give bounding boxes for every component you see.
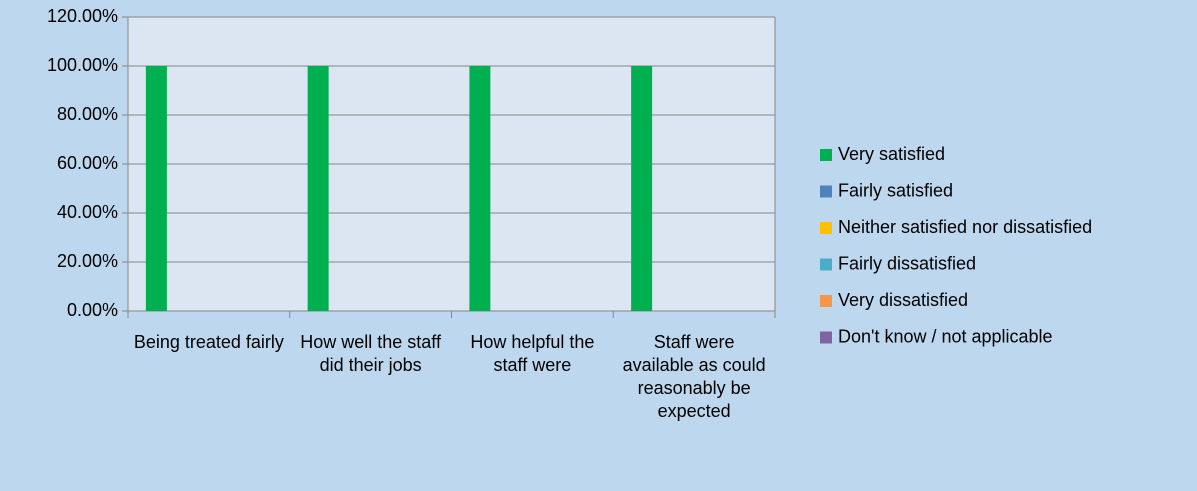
legend-swatch <box>820 222 832 234</box>
y-tick-label: 80.00% <box>57 104 118 124</box>
x-tick-label: How helpful the staff were <box>470 332 595 375</box>
y-tick-label: 20.00% <box>57 251 118 271</box>
legend-label: Fairly dissatisfied <box>838 253 976 273</box>
legend-swatch <box>820 258 832 271</box>
y-tick-label: 120.00% <box>47 6 118 26</box>
x-tick-label: Staff were available as could reasonably… <box>622 332 766 421</box>
y-tick-label: 0.00% <box>67 300 118 320</box>
legend-label: Neither satisfied nor dissatisfied <box>838 217 1092 237</box>
legend-label: Very dissatisfied <box>838 290 968 310</box>
legend-label: Don't know / not applicable <box>838 326 1053 346</box>
x-tick-label: How well the staff did their jobs <box>300 332 441 375</box>
y-tick-label: 100.00% <box>47 55 118 75</box>
legend-swatch <box>820 331 832 344</box>
legend-swatch <box>820 295 832 307</box>
bar <box>631 66 653 311</box>
bar <box>307 66 329 311</box>
legend-swatch <box>820 149 832 161</box>
y-tick-label: 40.00% <box>57 202 118 222</box>
bar <box>469 66 491 311</box>
x-tick-label: Being treated fairly <box>133 332 284 352</box>
legend-label: Very satisfied <box>838 144 945 164</box>
y-tick-label: 60.00% <box>57 153 118 173</box>
legend-label: Fairly satisfied <box>838 180 953 200</box>
legend-swatch <box>820 185 832 198</box>
bar <box>145 66 167 311</box>
